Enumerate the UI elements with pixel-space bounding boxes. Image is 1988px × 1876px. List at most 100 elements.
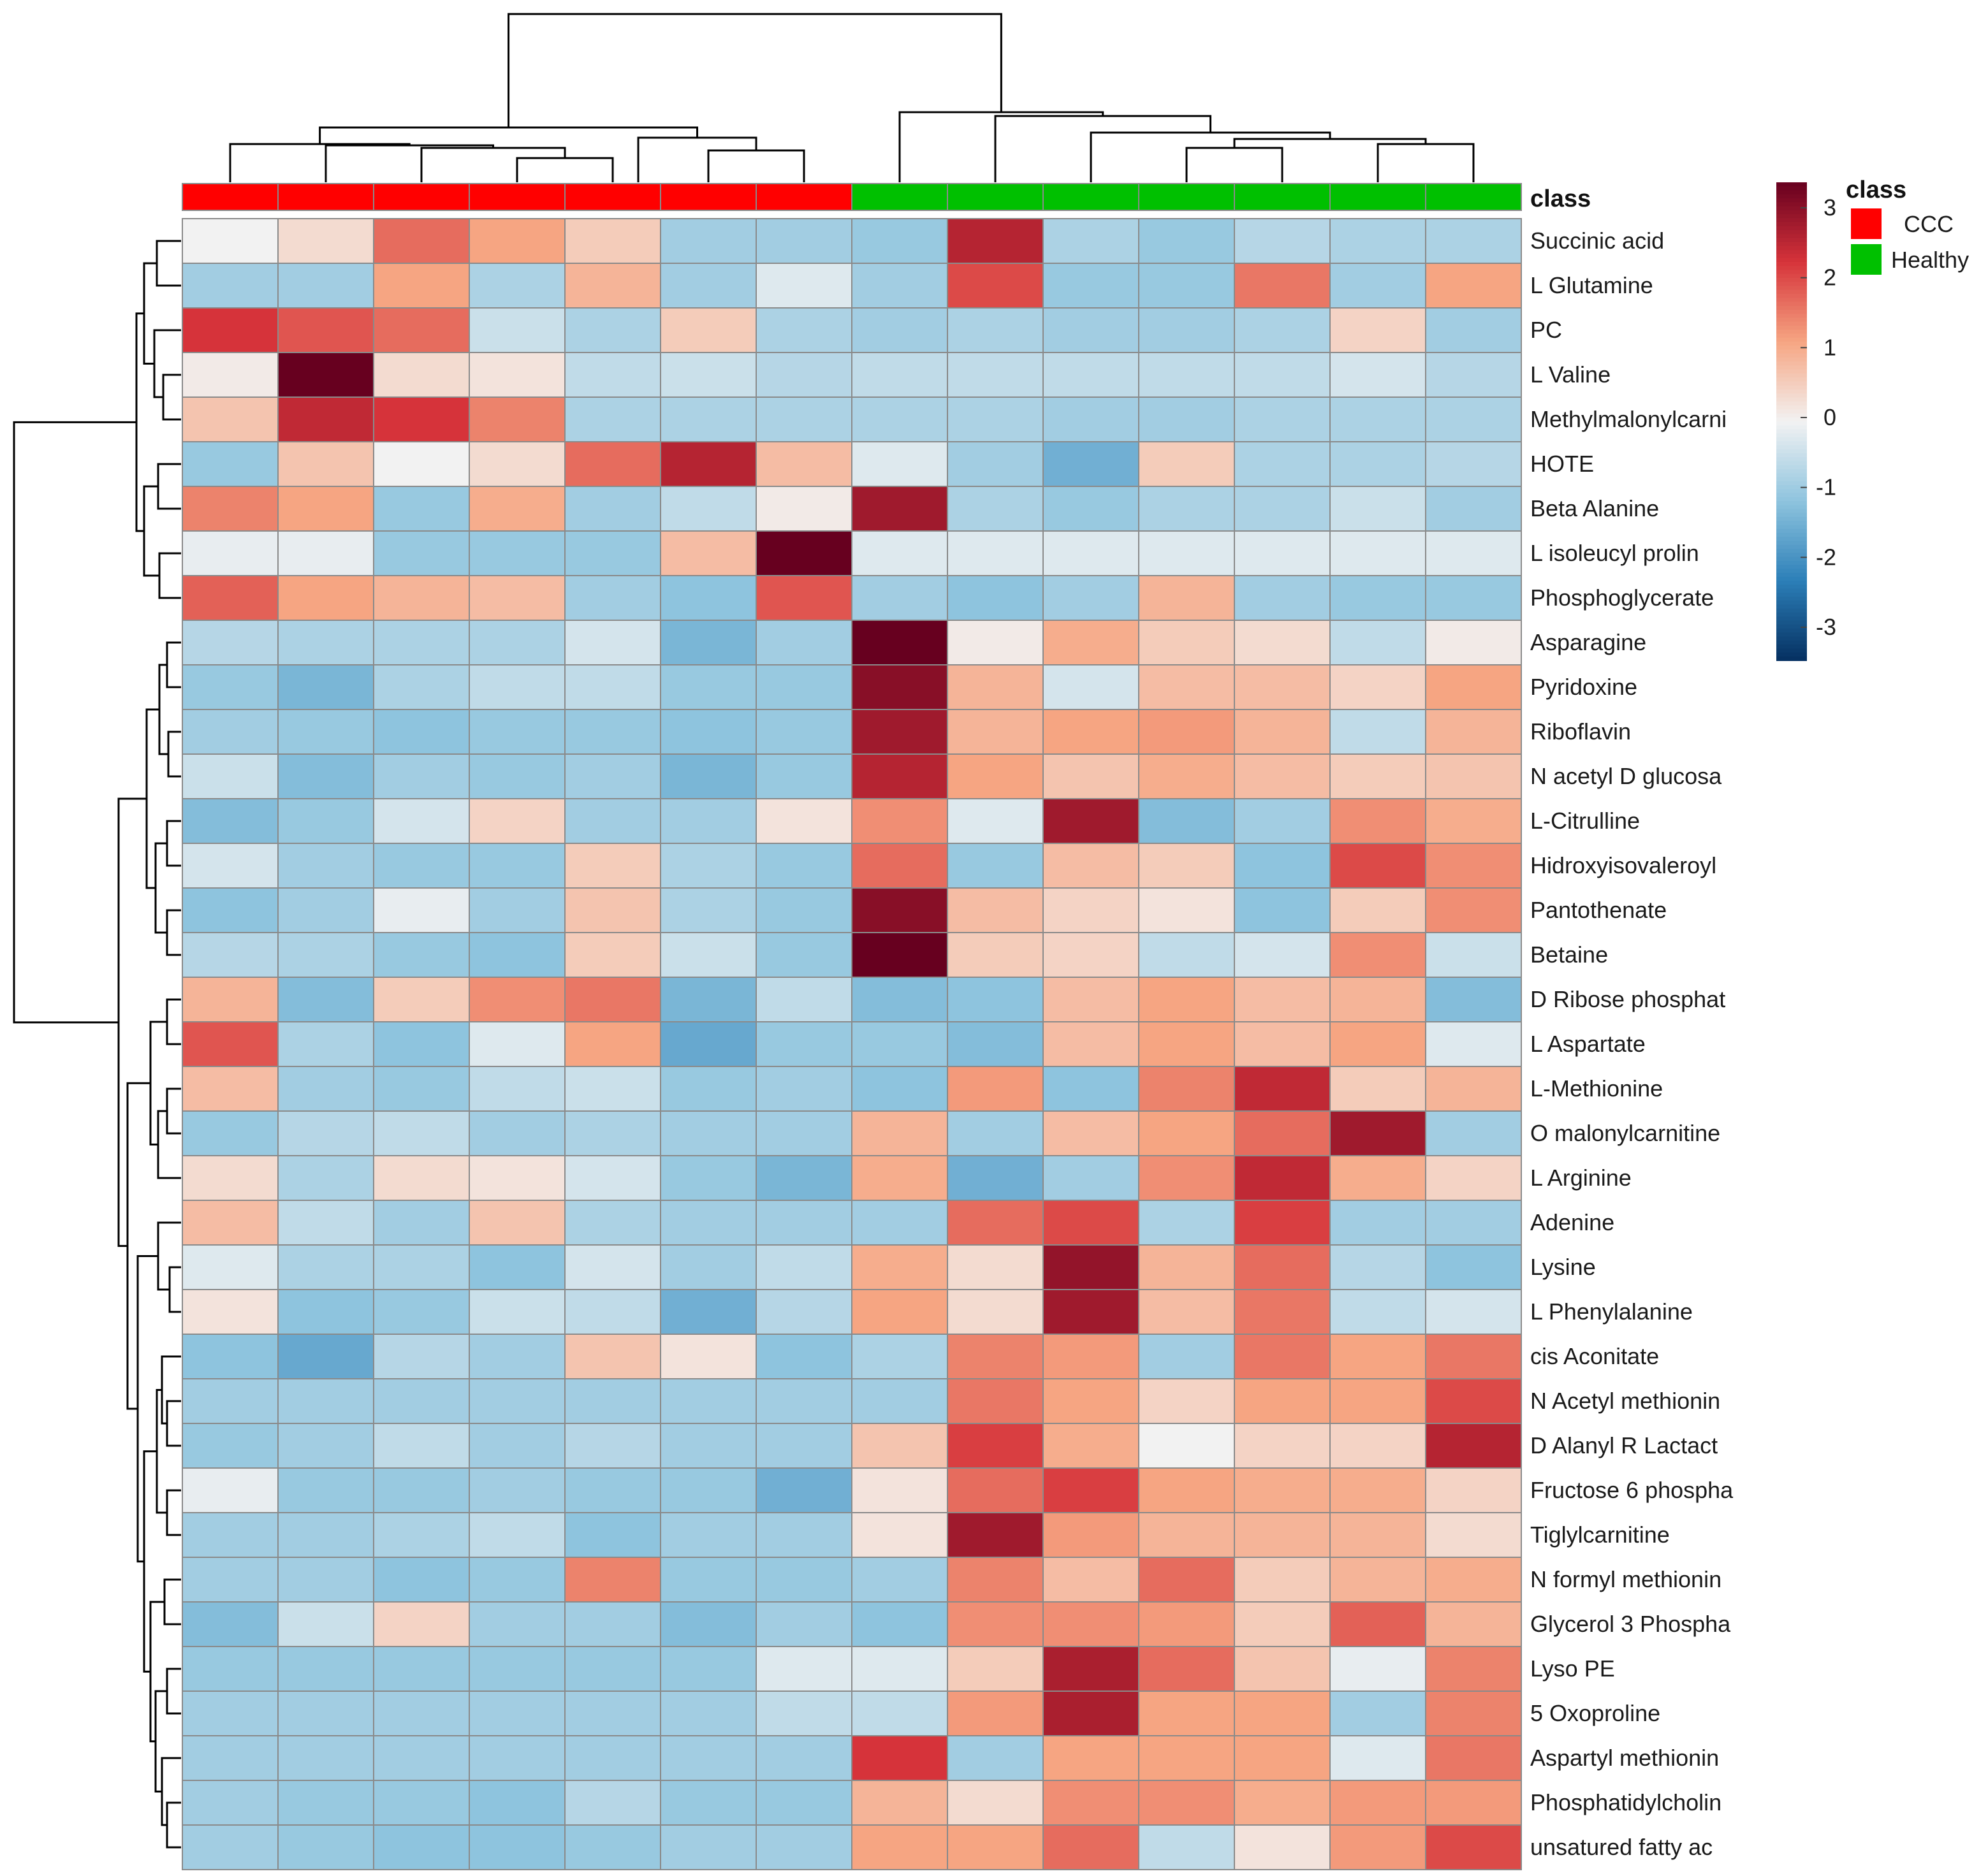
color-scale-tick-label: -2 [1816, 544, 1836, 570]
heatmap-cell [182, 1512, 279, 1558]
color-scale-step [1776, 381, 1807, 386]
heatmap-cell [1234, 977, 1331, 1022]
color-scale-step [1776, 337, 1807, 342]
heatmap-cell [1329, 218, 1426, 264]
heatmap-cell [1138, 575, 1235, 621]
heatmap-cell [1234, 887, 1331, 933]
heatmap-cell [373, 1601, 470, 1647]
color-scale-step [1776, 497, 1807, 502]
heatmap-cell [1329, 620, 1426, 665]
heatmap-cell [1138, 1735, 1235, 1781]
heatmap-cell [660, 753, 757, 799]
heatmap-cell [373, 1557, 470, 1603]
color-scale-step [1776, 321, 1807, 326]
heatmap-cell [1329, 263, 1426, 309]
color-scale-step [1776, 218, 1807, 223]
heatmap-cell [564, 1334, 661, 1379]
dendrogram-branch [158, 552, 181, 599]
heatmap-cell [756, 1691, 852, 1736]
color-scale-step [1776, 620, 1807, 625]
heatmap-cell [277, 441, 374, 487]
color-scale-step [1776, 528, 1807, 534]
heatmap-cell [756, 1467, 852, 1513]
row-label: Aspartyl methionin [1530, 1745, 1719, 1771]
heatmap-cell [660, 1601, 757, 1647]
heatmap-cell [660, 1735, 757, 1781]
heatmap-cell [564, 753, 661, 799]
color-scale-step [1776, 298, 1807, 303]
heatmap-cell [1329, 1244, 1426, 1290]
heatmap-cell [1234, 1824, 1331, 1870]
heatmap-cell [660, 1512, 757, 1558]
color-scale-step [1776, 206, 1807, 211]
color-scale-step [1776, 457, 1807, 462]
color-scale-step [1776, 656, 1807, 661]
dendrogram-branch [319, 126, 698, 144]
row-label: L isoleucyl prolin [1530, 540, 1699, 566]
color-scale-step [1776, 417, 1807, 422]
heatmap-cell [1234, 1467, 1331, 1513]
heatmap-cell [1138, 1378, 1235, 1424]
color-scale-tick-label: 3 [1824, 194, 1836, 221]
color-scale-step [1776, 345, 1807, 351]
heatmap-cell [564, 1423, 661, 1469]
heatmap-cell [1138, 932, 1235, 978]
heatmap-cell [851, 1601, 948, 1647]
heatmap-cell [1138, 307, 1235, 353]
heatmap-cell [660, 1200, 757, 1246]
row-label: Pyridoxine [1530, 674, 1637, 700]
heatmap-cell [1329, 307, 1426, 353]
color-scale-step [1776, 317, 1807, 323]
color-scale-step [1776, 541, 1807, 546]
heatmap-cell [1329, 1557, 1426, 1603]
heatmap-cell [660, 664, 757, 710]
heatmap-cell [1042, 1289, 1139, 1335]
heatmap-cell [373, 1512, 470, 1558]
heatmap-cell [1234, 1691, 1331, 1736]
heatmap-cell [947, 441, 1044, 487]
heatmap-cell [660, 1155, 757, 1201]
heatmap-cell [1329, 1423, 1426, 1469]
class-annotation-cell [564, 183, 661, 211]
heatmap-cell [1329, 1601, 1426, 1647]
heatmap-cell [1042, 307, 1139, 353]
heatmap-cell [851, 218, 948, 264]
heatmap-cell [182, 664, 279, 710]
heatmap-cell [756, 1423, 852, 1469]
heatmap-cell [660, 932, 757, 978]
heatmap-cell [660, 1066, 757, 1112]
heatmap-cell [1425, 1200, 1522, 1246]
dendrogram-branch [229, 143, 411, 182]
heatmap-cell [756, 932, 852, 978]
heatmap-cell [1329, 753, 1426, 799]
color-scale-step [1776, 453, 1807, 458]
heatmap-cell [1042, 620, 1139, 665]
heatmap-cell [1042, 1467, 1139, 1513]
color-scale-step [1776, 600, 1807, 606]
color-scale-step [1776, 210, 1807, 215]
row-label: N acetyl D glucosa [1530, 763, 1722, 789]
heatmap-cell [1138, 530, 1235, 576]
dendrogram-branch [153, 329, 181, 398]
color-scale-step [1776, 314, 1807, 319]
heatmap-cell [182, 1244, 279, 1290]
row-label: Glycerol 3 Phospha [1530, 1611, 1731, 1637]
heatmap-cell [469, 1066, 566, 1112]
heatmap-cell [1425, 1066, 1522, 1112]
heatmap-cell [1042, 1110, 1139, 1156]
dendrogram-branch [149, 1601, 164, 1743]
heatmap-cell [1138, 1601, 1235, 1647]
heatmap-cell [947, 1066, 1044, 1112]
heatmap-cell [1138, 843, 1235, 889]
heatmap-cell [1329, 1200, 1426, 1246]
heatmap-cell [660, 1334, 757, 1379]
heatmap-cell [1138, 753, 1235, 799]
heatmap-cell [1234, 1601, 1331, 1647]
heatmap-cell [1234, 263, 1331, 309]
row-label: L-Citrulline [1530, 808, 1640, 834]
heatmap-cell [660, 1244, 757, 1290]
heatmap-cell [564, 1601, 661, 1647]
color-scale-step [1776, 397, 1807, 402]
heatmap-cell [1234, 1244, 1331, 1290]
heatmap-cell [1138, 977, 1235, 1022]
